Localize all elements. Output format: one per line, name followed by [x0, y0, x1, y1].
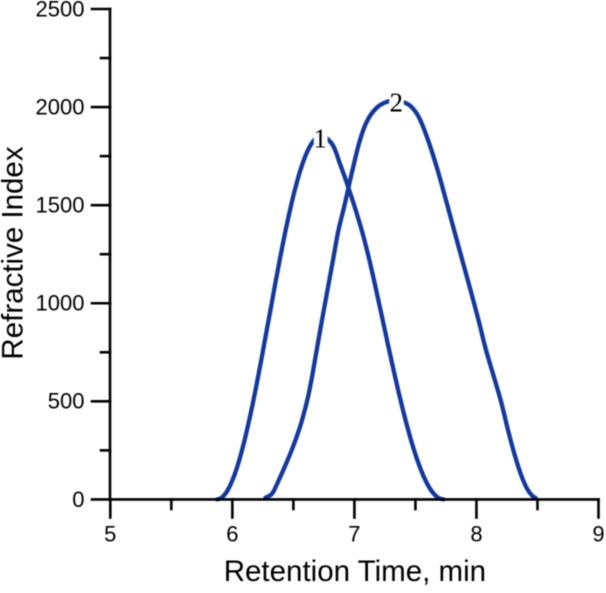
- svg-text:Retention Time, min: Retention Time, min: [224, 555, 486, 588]
- svg-text:0: 0: [72, 487, 84, 512]
- svg-text:2000: 2000: [36, 94, 85, 119]
- svg-text:9: 9: [592, 522, 604, 547]
- svg-text:8: 8: [470, 522, 482, 547]
- svg-text:1000: 1000: [36, 291, 85, 316]
- svg-text:2: 2: [389, 88, 403, 118]
- svg-text:500: 500: [48, 389, 85, 414]
- svg-text:2500: 2500: [36, 0, 85, 21]
- svg-text:Refractive Index: Refractive Index: [0, 146, 29, 359]
- svg-text:6: 6: [226, 522, 238, 547]
- svg-text:1500: 1500: [36, 193, 85, 218]
- svg-text:1: 1: [313, 124, 327, 154]
- svg-text:7: 7: [348, 522, 360, 547]
- svg-text:5: 5: [104, 522, 116, 547]
